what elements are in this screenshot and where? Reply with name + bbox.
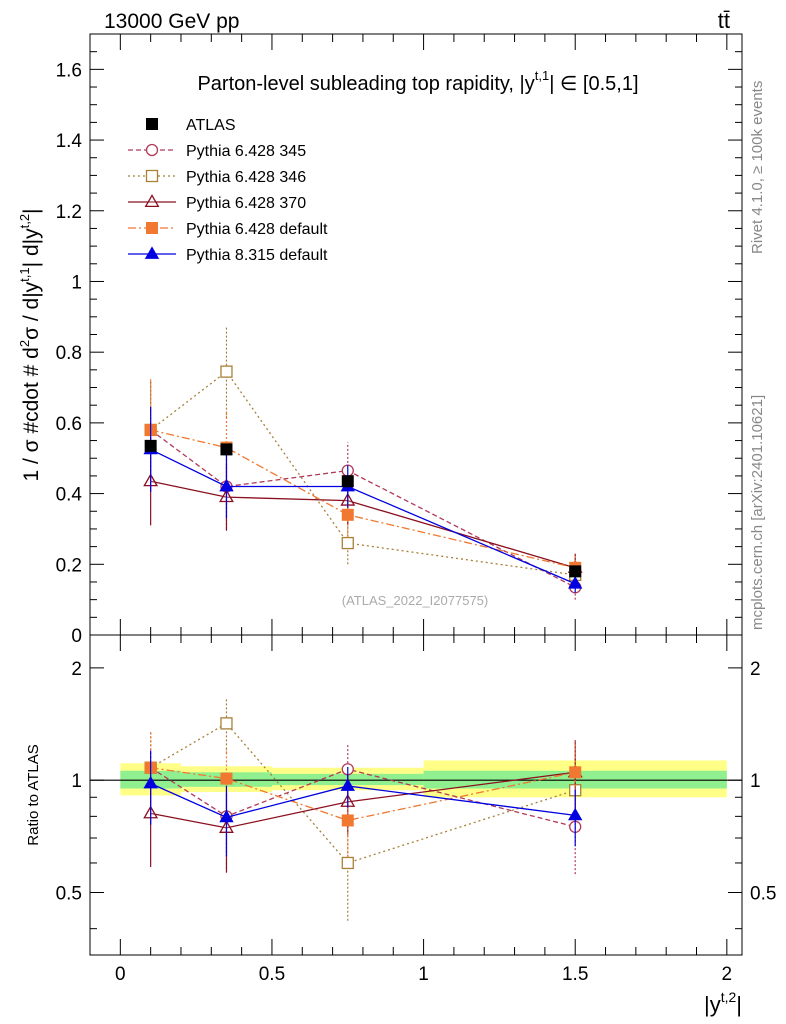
- ratio-y-tick-label-right: 1: [750, 771, 761, 792]
- ratio-y-tick-label: 1: [71, 771, 82, 792]
- data-point: [220, 365, 233, 378]
- y-axis-label: 1 / σ #cdot # d2σ / d|yt,1| d|yt,2|: [17, 208, 43, 481]
- ratio-data-point: [340, 778, 355, 791]
- analysis-watermark: (ATLAS_2022_I2077575): [342, 593, 488, 608]
- series-line: [150, 480, 576, 569]
- data-point: [144, 439, 157, 452]
- series-line: [150, 429, 576, 569]
- ratio-y-axis-label: Ratio to ATLAS: [25, 744, 42, 845]
- legend-label: ATLAS: [186, 117, 236, 134]
- series-line: [150, 429, 576, 588]
- ratio-series-line: [150, 722, 576, 864]
- y-tick-label: 1.4: [56, 131, 83, 152]
- ratio-y-tick-label-right: 2: [750, 659, 761, 680]
- ratio-data-point: [569, 766, 582, 779]
- data-point: [341, 536, 354, 550]
- legend-entry: ATLAS: [146, 117, 236, 134]
- legend-marker: [146, 222, 158, 234]
- ratio-series-pythia-8-315-default: [143, 750, 583, 857]
- ratio-panel: 0.5 0.5 1 1 2 2 0 0.5 1 1.5 2: [56, 634, 776, 985]
- data-point: [569, 565, 582, 578]
- ratio-data-point: [341, 814, 354, 827]
- x-tick-label: 2: [722, 964, 733, 985]
- legend: ATLAS Pythia 6.428 345 Pythia 6.428 346 Pyt…: [128, 117, 328, 264]
- legend-entry: Pythia 6.428 345: [128, 143, 306, 160]
- mcplots-label: mcplots.cern.ch [arXiv:2401.10621]: [749, 395, 766, 630]
- ratio-series-line: [150, 767, 576, 822]
- y-tick-label: 1.6: [56, 60, 82, 81]
- x-tick-label: 0.5: [259, 964, 285, 985]
- ratio-series-line: [150, 782, 576, 819]
- ratio-series-group: [143, 698, 583, 921]
- x-tick-label: 1.5: [562, 964, 588, 985]
- x-axis-label: |yt,2|: [704, 989, 742, 1017]
- ratio-series-pythia-6-428-346: [144, 698, 582, 921]
- y-tick-label: 0.4: [56, 485, 83, 506]
- ratio-data-point: [143, 775, 158, 789]
- legend-entry: Pythia 6.428 370: [128, 194, 306, 212]
- legend-marker: [146, 118, 158, 130]
- y-tick-label: 1.2: [56, 202, 82, 223]
- ratio-y-tick-label-right: 0.5: [750, 884, 776, 905]
- ratio-series-pythia-6-428-345: [144, 731, 582, 875]
- ratio-frame: [89, 634, 743, 956]
- main-axis-ticks: 0 0.2 0.4 0.6 0.8 1 1.2 1.4 1.6: [56, 33, 742, 647]
- data-point: [220, 443, 233, 456]
- series-atlas: [144, 439, 582, 578]
- legend-marker: [145, 169, 159, 183]
- y-tick-label: 0.2: [56, 555, 82, 576]
- ratio-y-tick-label: 0.5: [56, 884, 82, 905]
- ratio-y-tick-label: 2: [71, 659, 82, 680]
- chart-title: Parton-level subleading top rapidity, |y…: [197, 68, 638, 95]
- ratio-data-point: [341, 856, 354, 870]
- series-pythia-6-428-default: [144, 378, 582, 582]
- legend-entry: Pythia 6.428 default: [128, 221, 328, 238]
- legend-marker: [145, 143, 159, 157]
- legend-entry: Pythia 6.428 346: [128, 169, 306, 186]
- x-tick-label: 1: [418, 964, 429, 985]
- series-line: [150, 370, 576, 576]
- legend-marker: [144, 194, 160, 208]
- data-point: [341, 475, 354, 488]
- ratio-series-line: [150, 771, 576, 829]
- ratio-data-point: [568, 807, 583, 821]
- data-point: [341, 508, 354, 521]
- series-pythia-8-315-default: [143, 406, 583, 593]
- legend-label: Pythia 6.428 345: [186, 143, 306, 160]
- legend-entry: Pythia 8.315 default: [128, 246, 328, 264]
- y-tick-label: 0: [71, 626, 82, 647]
- legend-label: Pythia 6.428 346: [186, 169, 306, 186]
- ratio-data-point: [219, 809, 234, 823]
- y-tick-label: 0.6: [56, 414, 82, 435]
- y-tick-label: 0.8: [56, 343, 82, 364]
- process-label: tt̄: [718, 8, 730, 33]
- ratio-data-point: [220, 717, 233, 730]
- series-line: [150, 448, 576, 585]
- x-tick-label: 0: [115, 964, 126, 985]
- data-point: [568, 576, 583, 589]
- ratio-axis-ticks: 0.5 0.5 1 1 2 2 0 0.5 1 1.5 2: [56, 635, 776, 985]
- legend-marker: [144, 246, 160, 259]
- series-pythia-6-428-370: [143, 437, 583, 582]
- series-pythia-6-428-345: [144, 380, 582, 600]
- legend-label: Pythia 6.428 370: [186, 195, 306, 212]
- legend-label: Pythia 8.315 default: [186, 247, 328, 264]
- rivet-version-label: Rivet 4.1.0, ≥ 100k events: [749, 81, 766, 254]
- legend-label: Pythia 6.428 default: [186, 221, 328, 238]
- data-point: [219, 478, 234, 492]
- ratio-data-point: [220, 772, 233, 785]
- main-series-group: [143, 325, 583, 600]
- energy-label: 13000 GeV pp: [104, 10, 239, 33]
- main-panel: 0 0.2 0.4 0.6 0.8 1 1.2 1.4 1.6 (ATLAS_2022_I207…: [56, 33, 743, 647]
- ratio-series-pythia-6-428-370: [143, 740, 583, 873]
- y-tick-label: 1: [71, 272, 82, 293]
